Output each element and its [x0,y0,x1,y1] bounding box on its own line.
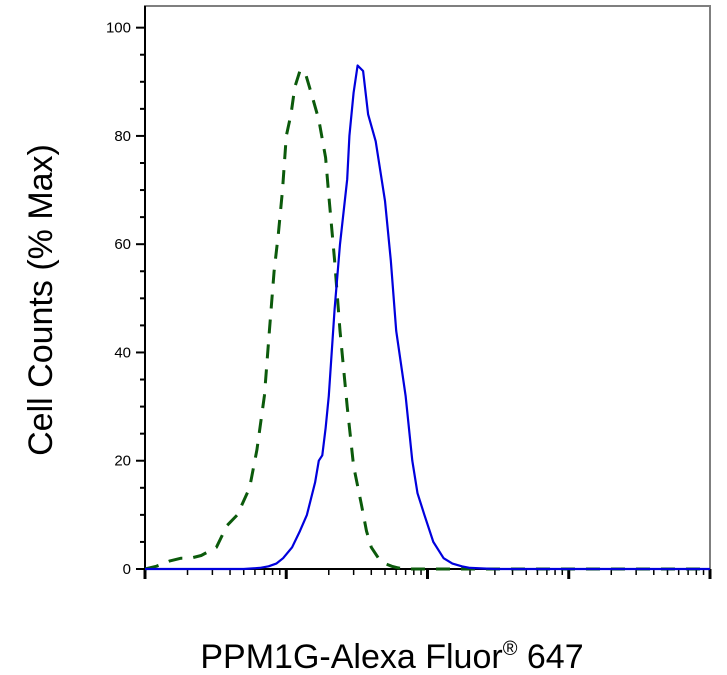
x-axis-ticks [143,569,712,579]
y-tick-label: 20 [114,453,131,470]
x-axis-title-suffix: 647 [517,638,583,675]
y-tick-label: 0 [123,561,131,578]
x-axis-title: PPM1G-Alexa Fluor® 647 [200,638,583,675]
y-axis-title: Cell Counts (% Max) [22,144,60,456]
x-axis-title-superscript: ® [503,638,518,660]
control-histogram-line [144,69,710,571]
x-axis-title-main: PPM1G-Alexa Fluor [200,638,502,675]
series-layer [144,64,710,571]
y-axis-ticks: 0 20 40 60 80 100 [106,20,145,578]
y-tick-label: 80 [114,128,131,145]
y-tick-label: 40 [114,344,131,361]
y-tick-label: 100 [106,20,131,37]
stained-histogram-line [145,64,710,571]
plot-frame [144,5,711,570]
y-tick-label: 60 [114,236,131,253]
